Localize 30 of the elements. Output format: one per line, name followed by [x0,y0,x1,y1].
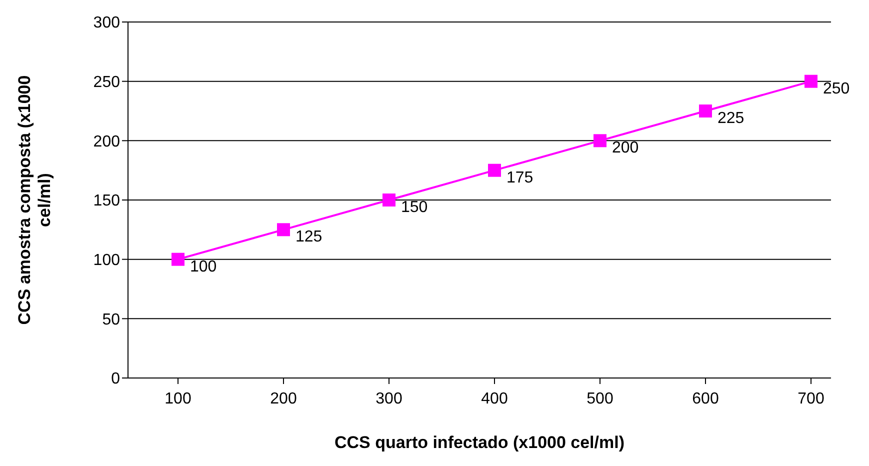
point [488,164,501,177]
data-label: 150 [401,199,428,216]
point [594,134,606,148]
y-tick-label: 50 [102,311,120,328]
x-tick-label: 300 [376,390,402,408]
x-tick-label: 400 [481,390,508,408]
y-tick-label: 0 [111,370,120,388]
x-axis-title: CCS quarto infectado (x1000 cel/ml) [334,433,625,452]
data-label: 225 [718,110,744,127]
point [804,74,818,88]
data-label: 250 [823,80,850,98]
point [382,194,396,206]
x-tick-label: 500 [586,390,614,408]
point [277,223,290,236]
y-tick-label: 200 [93,133,120,150]
y-tick-label: 100 [93,252,120,270]
x-tick-label: 100 [164,390,192,408]
y-tick-label: 150 [93,192,120,210]
data-label: 175 [506,169,534,186]
point [699,104,712,118]
data-label: 200 [612,140,639,157]
y-axis-title: CCS amostra composta (x1000 cel/ml) [15,75,54,325]
data-label: 100 [190,258,217,276]
data-label: 125 [296,228,322,246]
y-tick-label: 250 [93,74,120,92]
x-tick-label: 700 [798,390,824,408]
x-tick-label: 600 [692,390,719,408]
x-tick-label: 200 [270,390,297,408]
point [172,252,184,266]
y-tick-label: 300 [93,14,120,32]
